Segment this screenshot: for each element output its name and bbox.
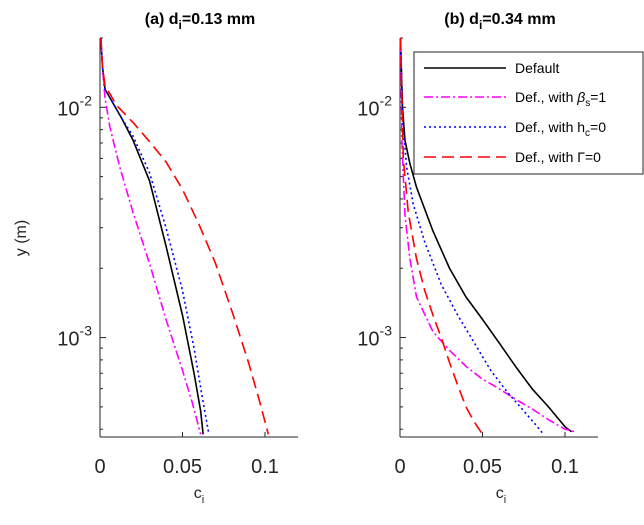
plot-area-a: 0 0.05 0.1 10-3 10-2 — [57, 37, 298, 478]
x-tick-label-a: 0.1 — [251, 456, 279, 478]
panel-a: (a) di=0.13 mm 0 0.05 0.1 10-3 10-2 y (m) ci — [13, 11, 298, 506]
legend-label-gamma: Def., with Γ=0 — [515, 149, 601, 165]
y-tick-label-a: 10-2 — [57, 92, 92, 120]
x-axis-label-b: ci — [496, 485, 506, 506]
x-tick-label-b: 0.1 — [551, 456, 579, 478]
x-tick-label-a: 0 — [94, 456, 105, 478]
legend-label-hc: Def., with hc=0 — [515, 119, 606, 139]
legend-entry-default: Default — [424, 60, 559, 76]
y-tick-label-a: 10-3 — [57, 323, 92, 351]
series-line-a-2 — [100, 37, 210, 435]
series-line-b-0 — [399, 37, 573, 433]
legend-entry-hc: Def., with hc=0 — [424, 119, 606, 139]
panel-b-title: (b) di=0.34 mm — [444, 11, 555, 32]
legend-box — [413, 51, 644, 175]
series-line-b-1 — [399, 37, 576, 433]
panel-b: (b) di=0.34 mm 0 0.05 0.1 10-3 10-2 ci Defau… — [357, 11, 644, 506]
series-line-b-3 — [399, 37, 484, 435]
y-tick-label-b: 10-2 — [357, 92, 392, 120]
series-line-a-0 — [100, 37, 204, 435]
legend-entry-gamma: Def., with Γ=0 — [424, 149, 601, 165]
x-tick-label-a: 0.05 — [163, 456, 202, 478]
legend: Default Def., with βs=1 Def., with hc=0 … — [413, 51, 644, 175]
series-line-b-2 — [399, 37, 545, 435]
legend-entry-beta: Def., with βs=1 — [424, 89, 606, 109]
legend-label-default: Default — [515, 60, 559, 76]
plot-area-b: 0 0.05 0.1 10-3 10-2 — [357, 37, 598, 478]
x-tick-label-b: 0 — [394, 456, 405, 478]
x-axis-label-a: ci — [194, 485, 204, 506]
panel-a-title: (a) di=0.13 mm — [145, 11, 256, 32]
series-line-a-1 — [100, 37, 202, 435]
x-tick-label-b: 0.05 — [463, 456, 502, 478]
y-tick-label-b: 10-3 — [357, 323, 392, 351]
y-axis-label-a: y (m) — [13, 220, 30, 256]
legend-label-beta: Def., with βs=1 — [515, 89, 606, 109]
